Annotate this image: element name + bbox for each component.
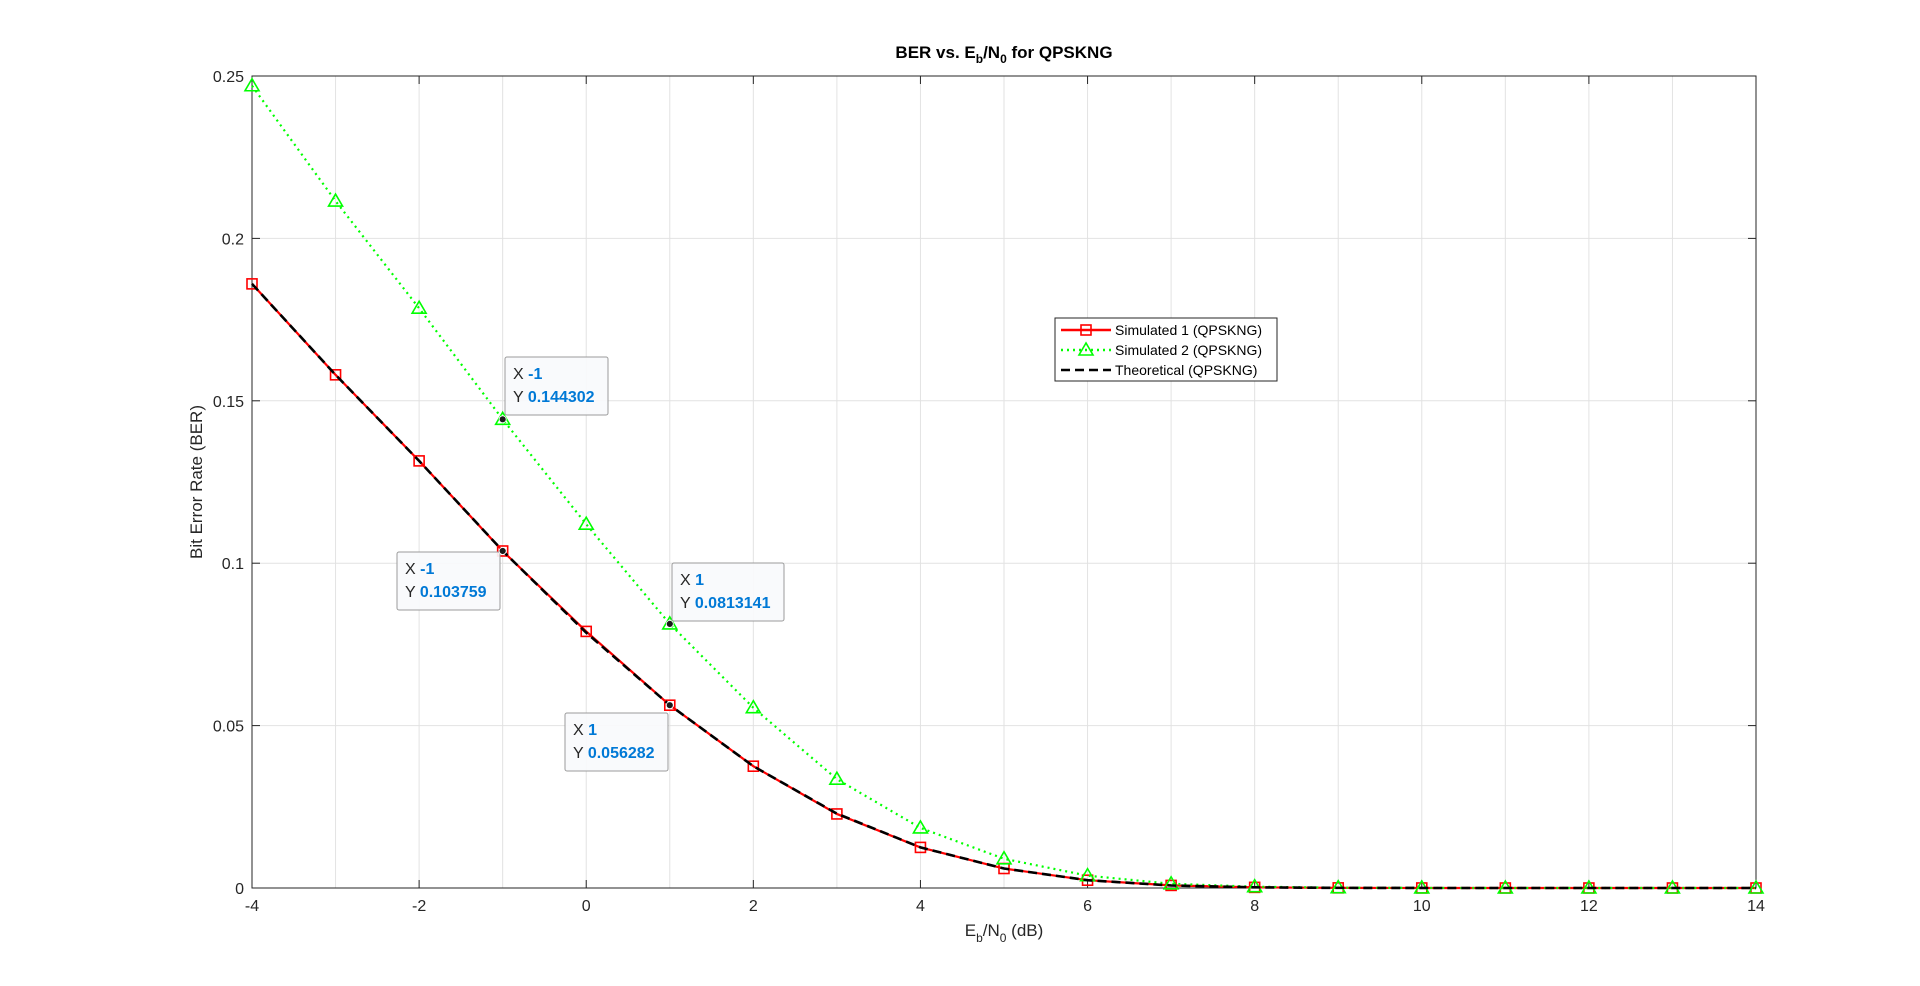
x-tick-label: 14: [1747, 898, 1765, 915]
datatip-x-value: 1: [588, 722, 597, 739]
x-tick-label: 8: [1250, 898, 1259, 915]
datatip-y-value: 0.144302: [528, 389, 595, 406]
x-tick-label: 10: [1413, 898, 1431, 915]
y-tick-label: 0.15: [213, 394, 244, 411]
chart-title: BER vs. Eb/N0 for QPSKNG: [895, 43, 1112, 66]
datatip-y-label: Y: [513, 389, 528, 406]
title-part-mid: /N: [983, 43, 1000, 62]
x-axis-label: Eb/N0 (dB): [965, 921, 1044, 945]
datatip[interactable]: X -1Y 0.144302: [498, 356, 609, 424]
legend-marker-1: [1080, 324, 1092, 336]
x-tick-label: -2: [412, 898, 426, 915]
datatip-y-label: Y: [573, 745, 588, 762]
legend-label-3: Theoretical (QPSKNG): [1115, 362, 1257, 378]
datatip-y-line: Y 0.144302: [513, 389, 595, 406]
xlabel-part-end: (dB): [1006, 921, 1043, 940]
legend-label-2: Simulated 2 (QPSKNG): [1115, 342, 1262, 358]
series-2-point: [577, 515, 595, 531]
series-2-point: [410, 299, 428, 315]
title-part-sub1: b: [976, 52, 983, 66]
axis-ticks: -4 -2 0 2 4 6 8 10 12 14 0 0.05 0.1 0.15 0.2 0.25: [213, 69, 1765, 915]
x-tick-label: 2: [749, 898, 758, 915]
x-tick-label: 12: [1580, 898, 1598, 915]
y-axis-label: Bit Error Rate (BER): [187, 405, 206, 559]
title-part-sub2: 0: [1000, 52, 1007, 66]
title-part-main: BER vs. E: [895, 43, 975, 62]
datatip-anchor-dot: [665, 619, 674, 628]
datatip[interactable]: X -1Y 0.103759: [396, 547, 507, 611]
xlabel-part-sub2: 0: [1000, 931, 1007, 945]
datatip-x-value: -1: [528, 366, 542, 383]
series-1-point: [747, 760, 760, 773]
datatip-y-label: Y: [405, 584, 420, 601]
datatip-x-line: X -1: [405, 561, 434, 578]
datatip-box: [671, 562, 785, 622]
series-1-point: [246, 278, 258, 290]
datatip-anchor-dot: [498, 547, 507, 555]
series-1-point: [496, 545, 509, 557]
title-part-end: for QPSKNG: [1007, 43, 1113, 62]
datatip-x-label: X: [513, 366, 528, 383]
datatip-y-line: Y 0.056282: [573, 745, 655, 762]
series-2-point: [1747, 879, 1765, 894]
series-2-point: [912, 819, 929, 834]
legend: Simulated 1 (QPSKNG) Simulated 2 (QPSKNG)…: [1054, 317, 1278, 382]
datatip-x-line: X 1: [680, 572, 704, 589]
datatip-y-label: Y: [680, 595, 695, 612]
datatip-y-value: 0.0813141: [695, 595, 771, 612]
x-tick-label: 0: [582, 898, 591, 915]
datatip-x-value: 1: [695, 572, 704, 589]
series-2-point: [995, 850, 1013, 865]
axes-box: [251, 75, 1757, 889]
series-1-point: [413, 455, 425, 467]
x-tick-label: 6: [1083, 898, 1092, 915]
y-tick-label: 0.1: [222, 556, 244, 573]
xlabel-part-sub1: b: [976, 931, 983, 945]
datatip-y-line: Y 0.0813141: [680, 595, 771, 612]
xlabel-part-main: E: [965, 921, 976, 940]
legend-marker-2: [1077, 341, 1095, 356]
datatip-x-label: X: [405, 561, 420, 578]
series-2-point: [828, 770, 846, 785]
y-tick-label: 0.2: [222, 231, 244, 248]
datatip-box: [504, 356, 609, 416]
datatip-x-line: X -1: [513, 366, 542, 383]
datatip-box: [564, 712, 669, 772]
series-2-point: [744, 699, 762, 714]
series-1-point: [329, 369, 342, 381]
x-tick-label: -4: [245, 898, 259, 915]
y-tick-label: 0.05: [213, 719, 244, 736]
series-2-point: [327, 192, 344, 207]
datatip-anchor-dot: [498, 415, 507, 424]
y-tick-label: 0.25: [213, 69, 244, 86]
datatip-anchor-dot: [665, 701, 674, 710]
datatip-y-line: Y 0.103759: [405, 584, 487, 601]
series-2-point: [1246, 878, 1264, 893]
x-tick-label: 4: [916, 898, 925, 915]
legend-label-1: Simulated 1 (QPSKNG): [1115, 322, 1262, 338]
series-1-point: [663, 699, 676, 711]
series-2-point: [1162, 875, 1180, 890]
datatip[interactable]: X 1Y 0.0813141: [665, 562, 785, 628]
series-1-point: [831, 808, 843, 820]
datatip[interactable]: X 1Y 0.056282: [564, 701, 674, 772]
series-1-point: [580, 625, 593, 638]
datatip-x-label: X: [573, 722, 588, 739]
datatip-x-value: -1: [420, 561, 434, 578]
datatip-y-value: 0.056282: [588, 745, 655, 762]
datatip-x-label: X: [680, 572, 695, 589]
series-2-point: [243, 77, 261, 92]
y-tick-label: 0: [235, 881, 244, 898]
datatip-x-line: X 1: [573, 722, 597, 739]
xlabel-part-mid: /N: [983, 921, 1000, 940]
datatip-box: [396, 551, 501, 611]
datatip-y-value: 0.103759: [420, 584, 487, 601]
